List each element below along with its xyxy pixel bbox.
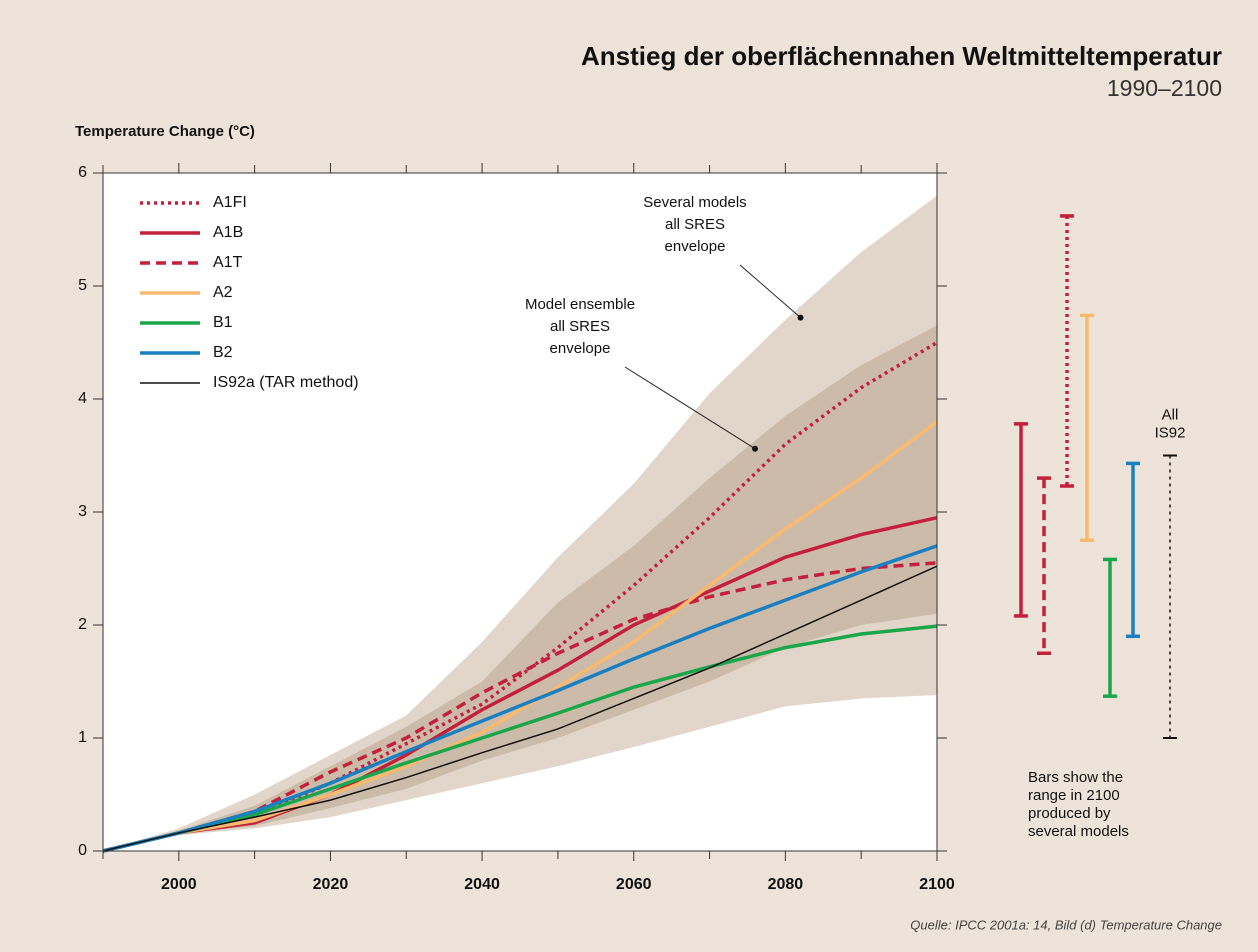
annotation-text: Model ensemble <box>525 296 635 313</box>
range-label: IS92 <box>1155 424 1186 441</box>
annotation-text: envelope <box>550 340 611 357</box>
legend-label: A2 <box>213 284 233 301</box>
x-tick-label: 2060 <box>616 876 652 893</box>
series-line <box>102 544 938 853</box>
y-tick-label: 4 <box>78 390 87 407</box>
note: several models <box>1028 823 1129 840</box>
x-tick-label: 2000 <box>161 876 197 893</box>
legend-label: A1B <box>213 224 243 241</box>
x-tick-label: 2020 <box>313 876 349 893</box>
legend-label: IS92a (TAR method) <box>213 374 359 391</box>
chart-subtitle: 1990–2100 <box>1107 75 1222 101</box>
note: range in 2100 <box>1028 787 1120 804</box>
x-tick-label: 2080 <box>768 876 804 893</box>
x-tick-label: 2100 <box>919 876 955 893</box>
series-line <box>102 624 938 853</box>
series-line <box>102 561 938 853</box>
series-line <box>102 565 938 852</box>
y-tick-label: 0 <box>78 842 87 859</box>
range-label: All <box>1162 406 1179 423</box>
y-tick-label: 2 <box>78 616 87 633</box>
legend-label: B1 <box>213 314 233 331</box>
annotation-point <box>752 445 759 452</box>
chart-title: Anstieg der oberflächennahen Weltmittelt… <box>581 41 1222 71</box>
y-tick-label: 1 <box>78 729 87 746</box>
annotation-leader <box>739 264 801 319</box>
series-line <box>102 515 938 853</box>
y-axis-label: Temperature Change (°C) <box>75 123 255 140</box>
envelope <box>103 195 937 852</box>
legend-label: B2 <box>213 344 233 361</box>
annotation-text: Several models <box>643 194 746 211</box>
legend-label: A1T <box>213 254 243 271</box>
envelope <box>103 325 937 851</box>
x-tick-label: 2040 <box>464 876 500 893</box>
annotation-leader <box>624 366 756 450</box>
y-tick-label: 3 <box>78 503 87 520</box>
y-tick-label: 5 <box>78 277 87 294</box>
series-line <box>102 420 939 853</box>
annotation-text: all SRES <box>550 318 610 335</box>
legend-label: A1FI <box>213 194 247 211</box>
y-tick-label: 6 <box>78 164 87 181</box>
note: Bars show the <box>1028 769 1123 786</box>
annotation-point <box>797 314 804 321</box>
annotation-text: envelope <box>665 238 726 255</box>
note: produced by <box>1028 805 1111 822</box>
annotation-text: all SRES <box>665 216 725 233</box>
source: Quelle: IPCC 2001a: 14, Bild (d) Tempera… <box>910 917 1222 932</box>
